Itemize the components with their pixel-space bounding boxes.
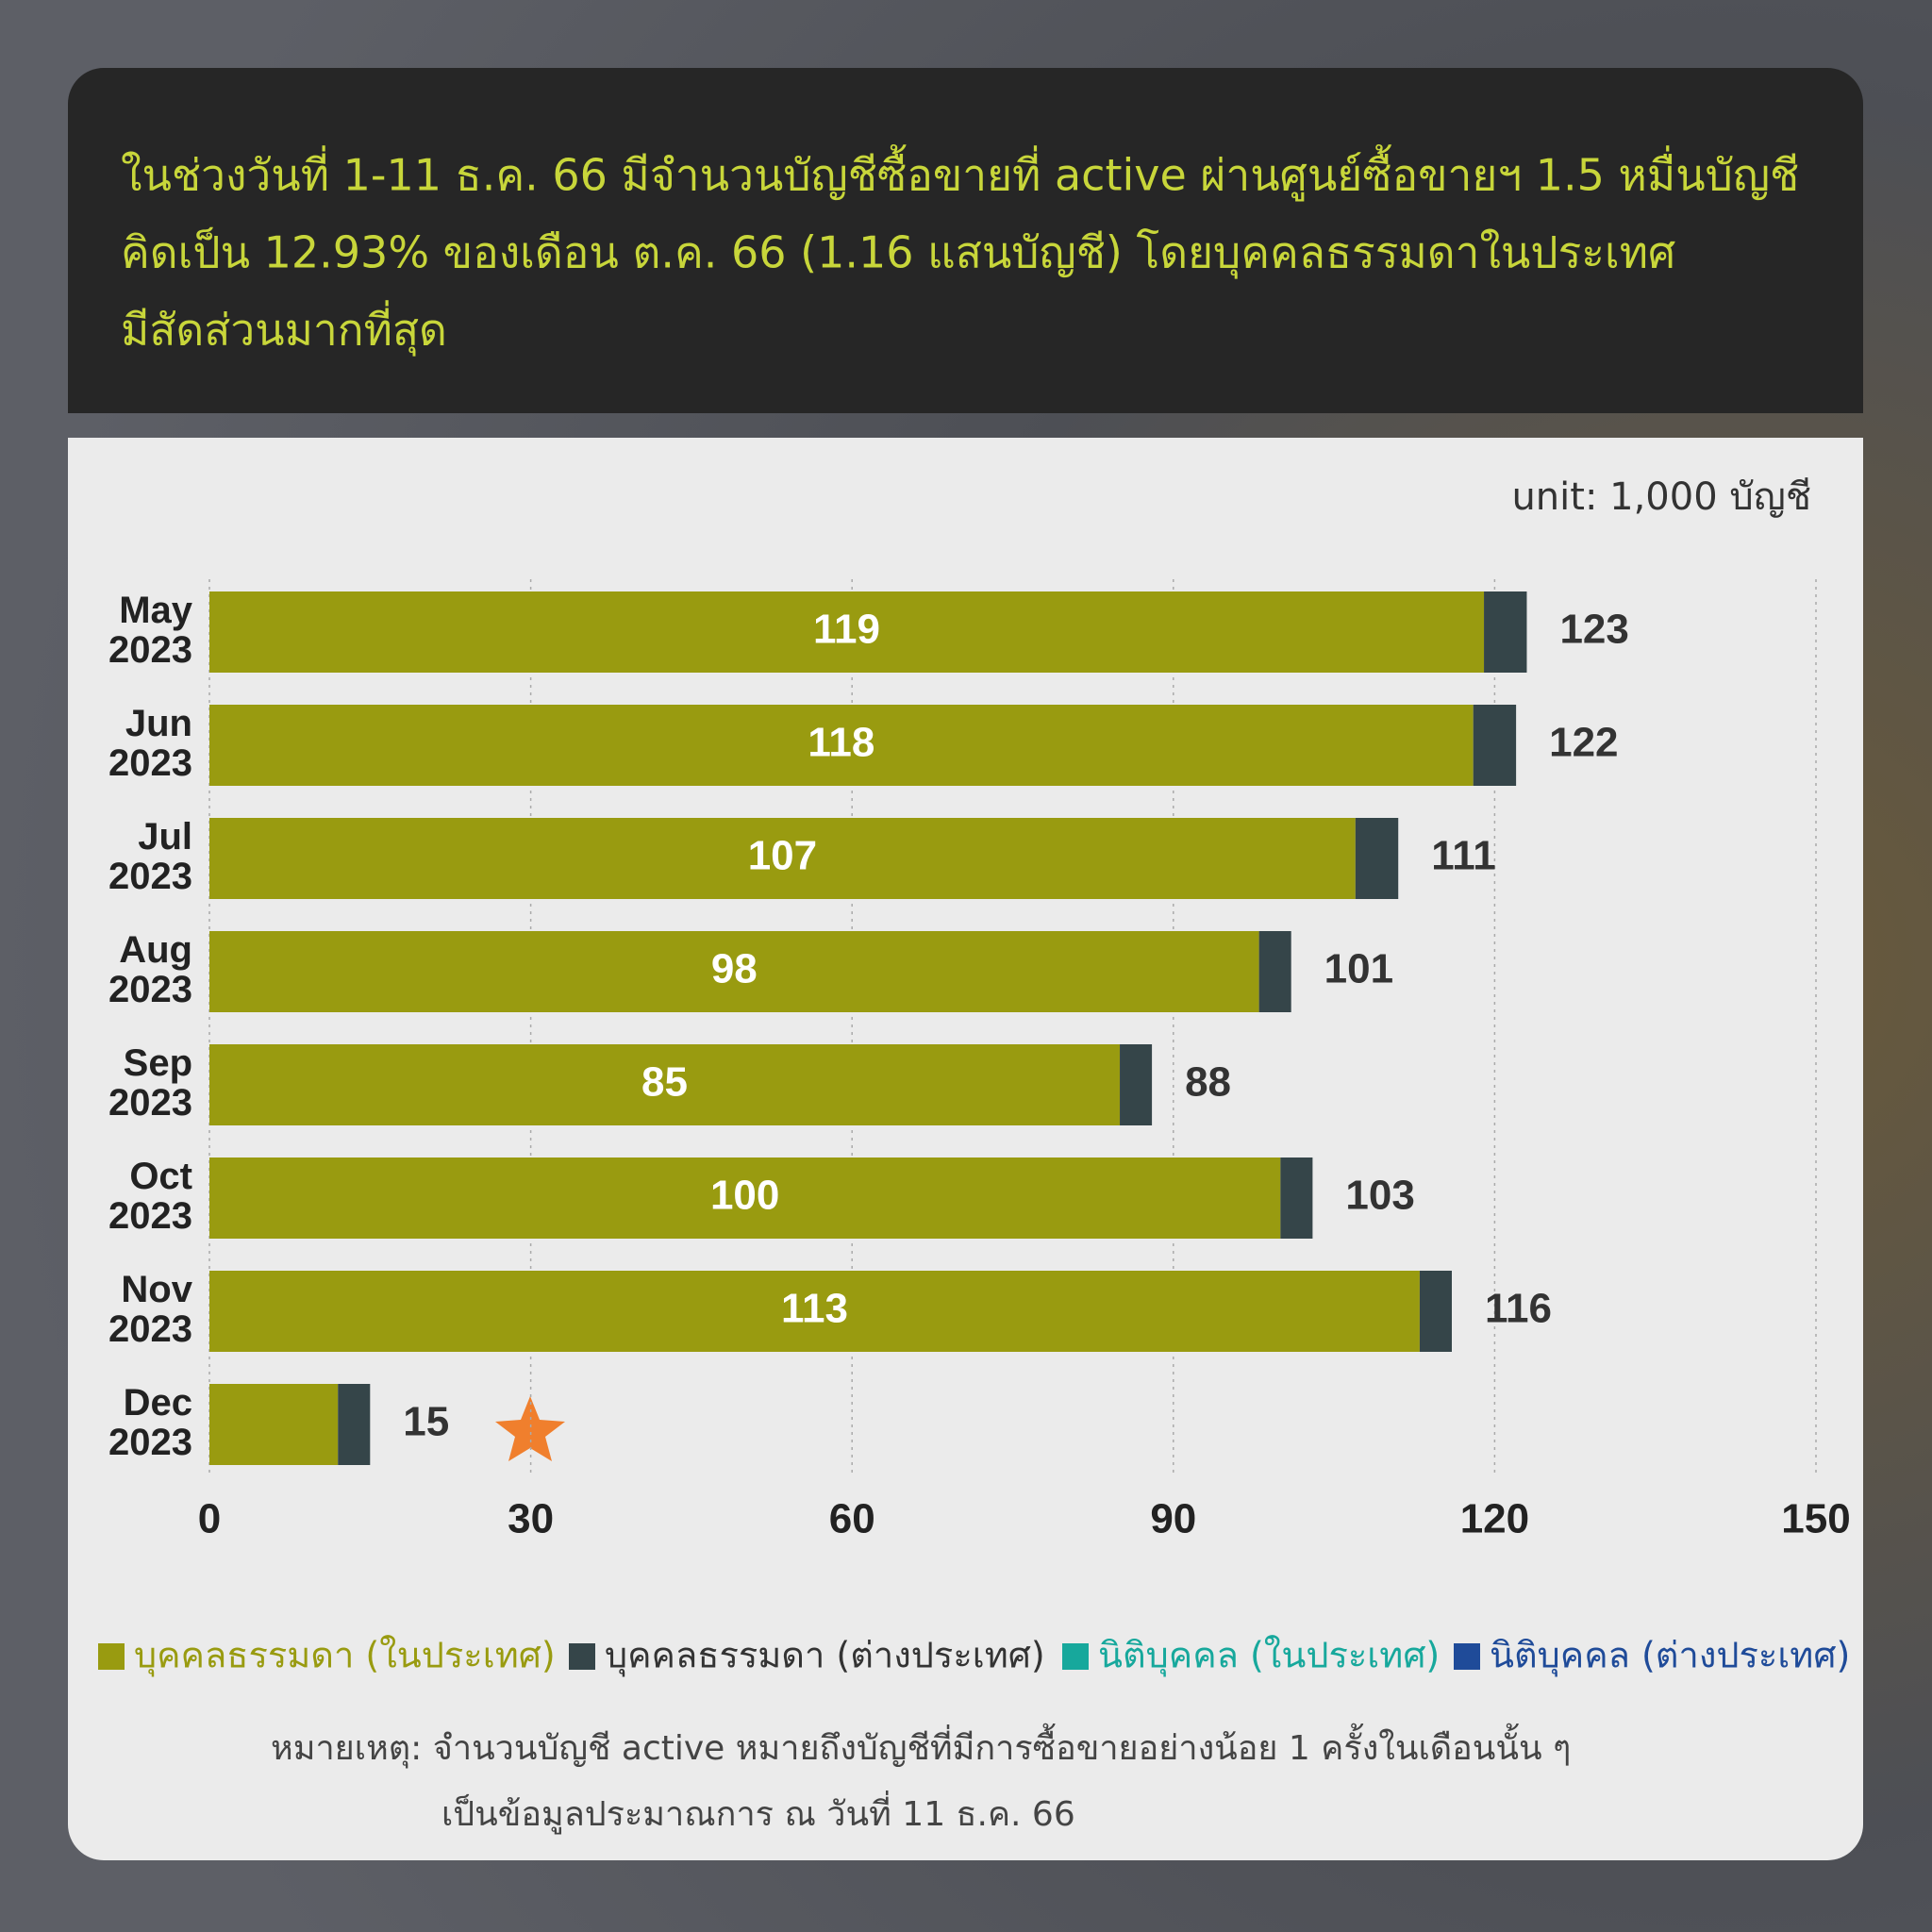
x-tick-label: 90: [1150, 1496, 1196, 1542]
total-label: 122: [1549, 720, 1618, 766]
legend-label: บุคคลธรรมดา (ต่างประเทศ): [605, 1635, 1045, 1677]
total-label: 103: [1345, 1173, 1414, 1219]
bar: [1419, 1271, 1452, 1352]
legend-label: บุคคลธรรมดา (ในประเทศ): [134, 1635, 556, 1677]
y-tick-label: Oct 2023: [108, 1156, 192, 1237]
total-label: 116: [1485, 1286, 1552, 1332]
bar: [209, 591, 1485, 673]
y-tick-label: Dec 2023: [108, 1382, 192, 1463]
x-tick-label: 150: [1781, 1496, 1850, 1542]
value-label: 98: [711, 946, 758, 992]
y-tick-label: Jul 2023: [108, 816, 192, 897]
note: เป็นข้อมูลประมาณการ ณ วันที่ 11 ธ.ค. 66: [441, 1790, 1075, 1835]
star: [495, 1396, 565, 1461]
bar: [209, 1271, 1420, 1352]
header: [68, 68, 1863, 413]
bar: [209, 931, 1259, 1012]
total-label: 111: [1431, 833, 1496, 879]
bar: [1355, 818, 1399, 899]
total-label: 15: [403, 1399, 449, 1445]
bar: [209, 705, 1474, 786]
y-tick-label: Nov 2023: [108, 1269, 193, 1350]
y-tick-label: May 2023: [108, 590, 193, 671]
total-label: 123: [1559, 607, 1628, 653]
value-label: 113: [781, 1286, 848, 1332]
unit-label: unit: 1,000 บัญชี: [1511, 475, 1811, 519]
bar: [1280, 1158, 1313, 1239]
legend-swatch: [1454, 1643, 1480, 1670]
y-tick-label: Sep 2023: [108, 1042, 192, 1124]
title-line: คิดเป็น 12.93% ของเดือน ต.ค. 66 (1.16 แส…: [121, 227, 1675, 280]
x-tick-label: 30: [508, 1496, 554, 1542]
x-tick-label: 60: [829, 1496, 875, 1542]
value-label: 119: [813, 607, 880, 653]
bar: [338, 1384, 371, 1465]
note: หมายเหตุ: จำนวนบัญชี active หมายถึงบัญชี…: [271, 1723, 1571, 1769]
title-line: ในช่วงวันที่ 1-11 ธ.ค. 66 มีจำนวนบัญชีซื…: [121, 144, 1799, 202]
bar: [209, 818, 1356, 899]
x-tick-label: 0: [198, 1496, 221, 1542]
legend-label: นิติบุคคล (ในประเทศ): [1098, 1635, 1440, 1677]
y-tick-label: Jun 2023: [108, 703, 192, 784]
total-label: 88: [1185, 1059, 1231, 1106]
bar: [1473, 705, 1517, 786]
x-tick-label: 120: [1460, 1496, 1529, 1542]
value-label: 85: [641, 1059, 688, 1106]
value-label: 100: [710, 1173, 779, 1219]
legend-swatch: [569, 1643, 595, 1670]
legend-swatch: [1062, 1643, 1089, 1670]
bar: [1120, 1044, 1153, 1125]
value-label: 107: [748, 833, 817, 879]
bar: [1258, 931, 1291, 1012]
title-line: มีสัดส่วนมากที่สุด: [121, 300, 447, 358]
y-tick-label: Aug 2023: [108, 929, 192, 1010]
total-label: 101: [1324, 946, 1393, 992]
bar: [209, 1044, 1121, 1125]
bar: [209, 1384, 339, 1465]
legend-swatch: [98, 1643, 125, 1670]
bar: [1484, 591, 1527, 673]
bar: [209, 1158, 1281, 1239]
value-label: 118: [808, 720, 874, 766]
legend-label: นิติบุคคล (ต่างประเทศ): [1490, 1635, 1850, 1677]
panel: [68, 438, 1863, 1860]
